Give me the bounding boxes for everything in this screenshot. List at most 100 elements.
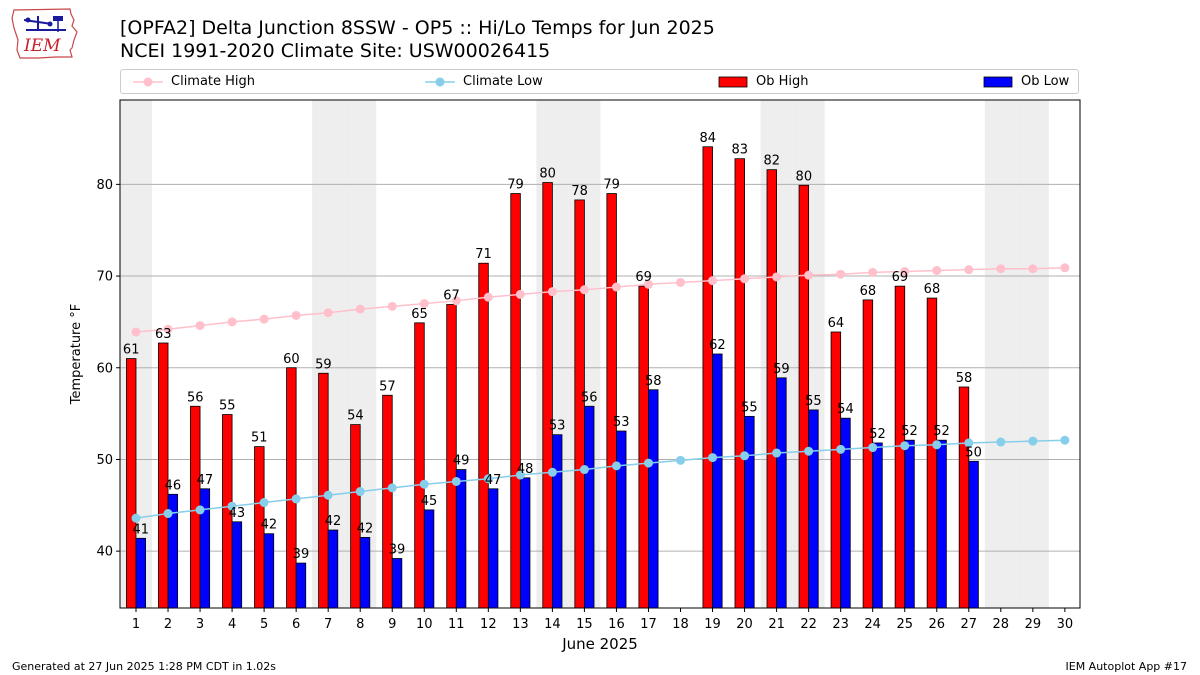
low-bar — [295, 562, 307, 609]
high-bar — [926, 297, 938, 609]
climate-high-point — [611, 282, 621, 292]
climate-low-point — [547, 467, 557, 477]
x-tick-label: 27 — [961, 617, 978, 632]
plot-frame — [119, 99, 1081, 609]
high-value-label: 78 — [571, 184, 588, 199]
low-value-label: 39 — [293, 547, 310, 562]
climate-high-point — [259, 314, 269, 324]
legend-bar-swatch-icon — [718, 76, 748, 88]
climate-low-point — [451, 476, 461, 486]
high-value-label: 79 — [507, 178, 524, 193]
climate-high-point — [996, 264, 1006, 274]
low-bar — [584, 405, 595, 609]
x-tick-label: 7 — [324, 617, 332, 632]
low-value-label: 47 — [485, 473, 502, 488]
x-tick-label: 10 — [416, 617, 433, 632]
x-tick-label: 13 — [512, 617, 529, 632]
low-bar — [231, 521, 243, 609]
climate-high-point — [131, 327, 141, 337]
x-tick-label: 21 — [768, 617, 785, 632]
climate-high-point — [387, 301, 397, 311]
low-bar — [744, 415, 755, 609]
climate-high-point — [1028, 264, 1038, 274]
climate-low-point — [611, 461, 621, 471]
high-bar — [830, 331, 842, 609]
climate-high-point — [708, 276, 718, 286]
low-value-label: 52 — [901, 424, 918, 439]
climate-low-point — [836, 444, 846, 454]
x-tick-label: 4 — [228, 617, 236, 632]
high-bar — [318, 372, 329, 609]
legend-label: Ob Low — [1021, 74, 1070, 89]
climate-high-point — [163, 324, 173, 334]
high-bar — [734, 158, 745, 609]
high-value-label: 64 — [828, 316, 845, 331]
climate-high-point — [227, 317, 237, 327]
x-tick-label: 3 — [196, 617, 204, 632]
low-bar — [936, 439, 947, 609]
high-bar — [158, 342, 169, 609]
climate-high-point — [355, 304, 365, 314]
climate-low-point — [227, 501, 237, 511]
climate-low-point — [676, 455, 686, 465]
high-bar — [702, 146, 713, 609]
x-tick-label: 29 — [1025, 617, 1042, 632]
high-bar — [606, 193, 617, 609]
climate-high-point — [195, 321, 205, 331]
high-bar — [542, 182, 553, 609]
climate-high-point — [419, 299, 429, 309]
climate-low-point — [355, 487, 365, 497]
low-value-label: 39 — [389, 542, 406, 557]
high-value-label: 69 — [892, 270, 909, 285]
x-tick-label: 20 — [736, 617, 753, 632]
low-bar — [519, 477, 531, 609]
climate-low-point — [291, 494, 301, 504]
climate-low-point — [131, 513, 141, 523]
low-value-label: 53 — [549, 419, 566, 434]
y-tick-label: 70 — [96, 270, 113, 285]
high-value-label: 61 — [123, 343, 140, 358]
y-tick-label: 80 — [96, 178, 113, 193]
climate-low-point — [1060, 435, 1070, 445]
low-value-label: 53 — [613, 415, 630, 430]
high-value-label: 55 — [219, 399, 236, 414]
low-value-label: 55 — [805, 394, 822, 409]
climate-low-point — [868, 443, 878, 453]
high-value-label: 51 — [251, 431, 268, 446]
low-value-label: 52 — [869, 427, 886, 442]
climate-low-point — [772, 448, 782, 458]
low-value-label: 46 — [165, 478, 182, 493]
logo-text: IEM — [23, 36, 61, 56]
weather-station-icon — [23, 16, 66, 32]
high-value-label: 84 — [699, 131, 716, 146]
high-bar — [286, 367, 297, 609]
title-line-1: [OPFA2] Delta Junction 8SSW - OP5 :: Hi/… — [120, 17, 715, 39]
low-bar — [712, 353, 723, 609]
low-bar — [135, 537, 147, 609]
low-bar — [263, 533, 275, 609]
low-value-label: 45 — [421, 494, 438, 509]
climate-high-point — [323, 308, 333, 318]
low-bar — [808, 409, 819, 609]
climate-low-point — [740, 451, 750, 461]
low-value-label: 48 — [517, 462, 534, 477]
climate-low-point — [964, 438, 974, 448]
high-bar — [958, 386, 970, 609]
high-value-label: 71 — [475, 247, 492, 262]
high-value-label: 54 — [347, 409, 364, 424]
x-tick-label: 23 — [832, 617, 849, 632]
x-tick-label: 25 — [896, 617, 913, 632]
high-value-label: 65 — [411, 307, 428, 322]
low-value-label: 56 — [581, 390, 598, 405]
legend-item-climate-high: Climate High — [133, 74, 255, 90]
y-tick-label: 50 — [96, 453, 113, 468]
x-tick-label: 16 — [608, 617, 625, 632]
climate-high-point — [291, 310, 301, 320]
y-tick-label: 60 — [96, 361, 113, 376]
high-bar — [382, 394, 393, 609]
climate-high-point — [740, 274, 750, 284]
low-bar — [423, 509, 435, 609]
low-bar — [455, 469, 467, 609]
low-value-label: 50 — [965, 445, 982, 460]
